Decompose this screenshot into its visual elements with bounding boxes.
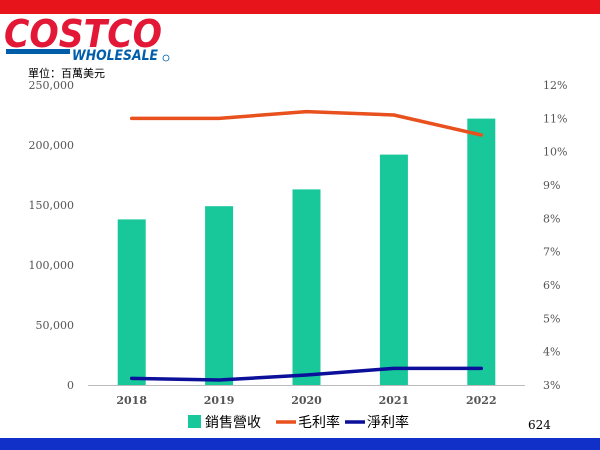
y-left-tick-label: 0 (67, 379, 74, 392)
gross-margin-line (129, 109, 484, 137)
y-right-tick-label: 6% (543, 279, 560, 292)
x-tick-label: 2021 (379, 394, 410, 407)
y-right-tick-label: 7% (543, 246, 560, 259)
unit-label: 單位：百萬美元 (28, 67, 105, 80)
y-right-tick-label: 10% (543, 146, 567, 159)
revenue-bar (117, 219, 146, 385)
y-right-tick-label: 4% (543, 346, 560, 359)
x-tick-label: 2022 (466, 394, 497, 407)
x-tick-label: 2020 (291, 394, 322, 407)
y-left-tick-label: 150,000 (29, 199, 75, 212)
legend-net-margin-label: 淨利率 (367, 414, 409, 431)
legend-gross-margin-label: 毛利率 (298, 414, 340, 431)
page-number: 624 (528, 418, 551, 432)
y-left-tick-label: 250,000 (29, 79, 75, 92)
legend-revenue-swatch (188, 415, 201, 428)
y-left-tick-label: 200,000 (29, 139, 75, 152)
y-left-tick-label: 50,000 (36, 319, 75, 332)
legend-revenue-label: 銷售營收 (205, 415, 261, 431)
revenue-bar (205, 206, 234, 385)
costco-logo: COSTCO WHOLESALE (4, 15, 170, 64)
y-right-tick-label: 5% (543, 312, 560, 325)
x-tick-label: 2019 (204, 394, 235, 407)
y-right-tick-label: 11% (543, 112, 567, 125)
y-right-tick-label: 12% (543, 79, 567, 92)
y-right-tick-label: 9% (543, 179, 560, 192)
logo-underline (6, 49, 70, 54)
logo-wholesale-text: WHOLESALE (72, 48, 158, 64)
y-left-tick-label: 100,000 (29, 259, 75, 272)
registered-mark-icon (162, 54, 170, 62)
bottom-color-band (0, 438, 600, 450)
revenue-bar (292, 189, 321, 385)
net-margin-line (129, 366, 484, 382)
revenue-bar (467, 118, 496, 385)
y-right-tick-label: 3% (543, 379, 560, 392)
top-color-band (0, 0, 600, 14)
revenue-bar (379, 154, 408, 385)
y-right-tick-label: 8% (543, 212, 560, 225)
x-tick-label: 2018 (116, 394, 147, 407)
